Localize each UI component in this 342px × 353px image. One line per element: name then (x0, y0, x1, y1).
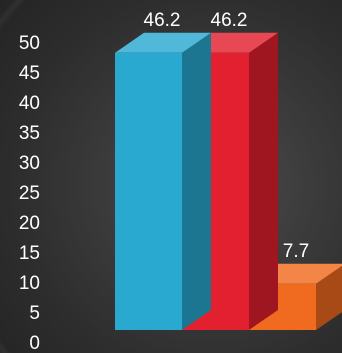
y-tick-label-3: 15 (19, 243, 40, 264)
data-label-1: 46.2 (211, 10, 248, 31)
data-label-0: 46.2 (144, 10, 181, 31)
y-tick-label-6: 30 (19, 153, 40, 174)
data-label-2: 7.7 (283, 241, 309, 262)
bars (115, 32, 342, 331)
y-tick-label-1: 5 (29, 303, 40, 324)
y-tick-label-2: 10 (19, 273, 40, 294)
y-tick-label-0: 0 (29, 333, 40, 353)
y-axis: 0 5 10 15 20 25 30 35 40 45 50 (19, 33, 40, 353)
data-labels: 7.7 46.2 46.2 (144, 10, 310, 262)
y-tick-label-4: 20 (19, 213, 40, 234)
y-tick-label-8: 40 (19, 93, 40, 114)
bar-0-side (182, 32, 211, 331)
y-tick-label-5: 25 (19, 183, 40, 204)
y-tick-label-9: 45 (19, 63, 40, 84)
bar-0 (115, 32, 211, 331)
bar-2-side (316, 265, 342, 330)
y-tick-label-10: 50 (19, 33, 40, 54)
bar-0-front (115, 52, 182, 331)
y-tick-label-7: 35 (19, 123, 40, 144)
bar-1-side (249, 32, 278, 331)
bar-0-top (115, 32, 211, 53)
